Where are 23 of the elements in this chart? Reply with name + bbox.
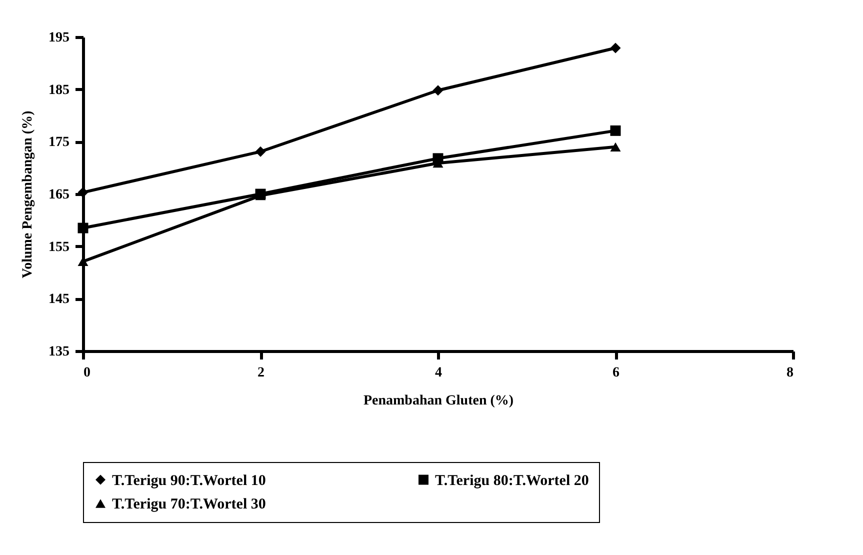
x-tick-label: 0 — [84, 366, 90, 380]
y-tick-label: 155 — [48, 240, 70, 255]
y-axis-title: Volume Pengembangan (%) — [20, 110, 36, 278]
point — [432, 85, 444, 96]
x-tick-label: 4 — [435, 366, 442, 380]
x-tick-label: 8 — [786, 366, 794, 380]
point — [610, 125, 621, 136]
y-tick-label: 135 — [48, 344, 70, 360]
legend-label: T.Terigu 90:T.Wortel 10 — [112, 472, 266, 489]
y-tick-label: 165 — [48, 188, 70, 202]
point — [78, 222, 88, 234]
legend-label: T.Terigu 80:T.Wortel 20 — [435, 472, 589, 489]
point — [255, 146, 266, 157]
y-tick-label: 185 — [48, 82, 70, 98]
y-tick-label: 145 — [48, 292, 70, 308]
x-tick-label: 6 — [612, 366, 620, 380]
point — [610, 142, 621, 152]
x-axis-title: Penambahan Gluten (%) — [363, 394, 514, 408]
y-tick-label: 195 — [48, 30, 70, 46]
point — [610, 42, 621, 54]
y-tick-label: 175 — [48, 135, 70, 150]
legend-label: T.Terigu 70:T.Wortel 30 — [112, 496, 266, 512]
x-tick-label: 2 — [258, 366, 264, 380]
